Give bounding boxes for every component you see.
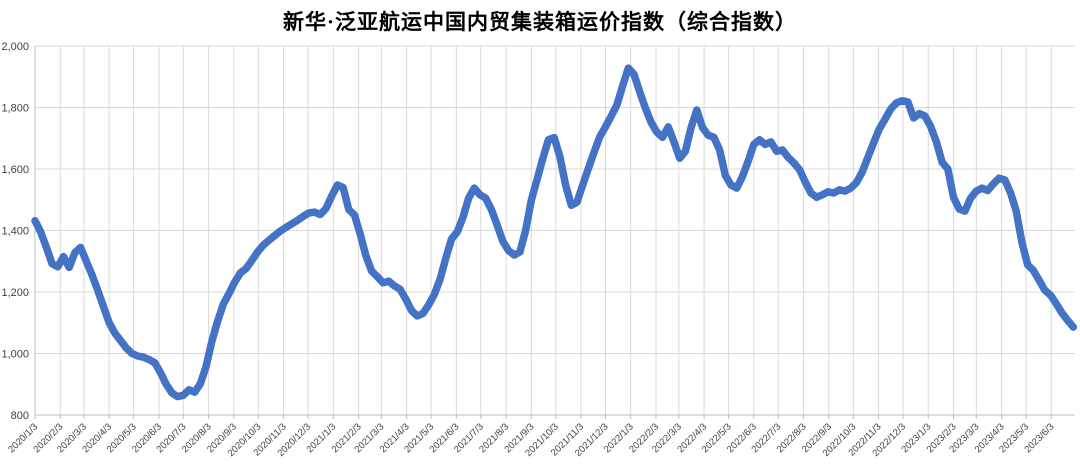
chart-title: 新华·泛亚航运中国内贸集装箱运价指数（综合指数）: [282, 10, 797, 34]
index-line-series: [31, 64, 1078, 401]
y-axis-label: 2,000: [1, 41, 29, 53]
y-axis-label: 1,200: [1, 287, 29, 299]
y-axis-label: 1,800: [1, 103, 29, 115]
y-axis-label: 800: [11, 410, 29, 422]
y-axis-label: 1,400: [1, 226, 29, 238]
y-axis-label: 1,000: [1, 349, 29, 361]
y-axis-label: 1,600: [1, 164, 29, 176]
